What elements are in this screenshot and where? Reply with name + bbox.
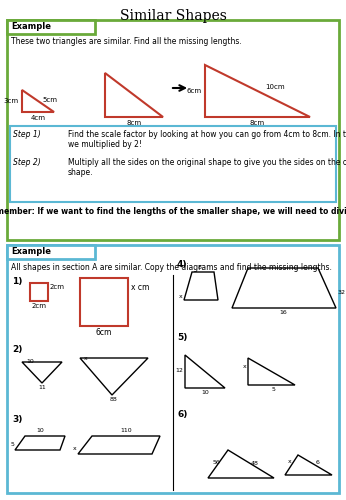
Bar (7, 20, 339, 240)
Text: 6): 6) (177, 410, 188, 419)
Bar (7, 245, 95, 259)
Bar (10, 126, 336, 202)
Text: 10: 10 (201, 390, 209, 395)
Text: Similar Shapes: Similar Shapes (120, 9, 226, 23)
Text: Remember: If we want to find the lengths of the smaller shape, we will need to d: Remember: If we want to find the lengths… (0, 207, 346, 216)
Text: x: x (73, 446, 77, 450)
Bar (30, 283, 48, 301)
Text: Example: Example (11, 247, 51, 256)
Text: Multiply all the sides on the original shape to give you the sides on the other
: Multiply all the sides on the original s… (68, 158, 346, 178)
Text: 8: 8 (198, 265, 202, 270)
Text: 2): 2) (12, 345, 22, 354)
Text: x: x (288, 459, 292, 464)
Text: x cm: x cm (131, 283, 149, 292)
Text: 5cm: 5cm (42, 97, 57, 103)
Text: These two triangles are similar. Find all the missing lengths.: These two triangles are similar. Find al… (11, 37, 242, 46)
Text: 48: 48 (251, 461, 259, 466)
Text: 8cm: 8cm (126, 120, 142, 126)
Text: 1): 1) (12, 277, 22, 286)
Text: 2cm: 2cm (50, 284, 65, 290)
Text: 10: 10 (26, 359, 34, 364)
Text: 2cm: 2cm (31, 303, 46, 309)
Text: 11: 11 (38, 385, 46, 390)
Text: 10: 10 (36, 428, 44, 433)
Text: 56: 56 (212, 460, 220, 465)
Text: 5: 5 (272, 387, 276, 392)
Text: 110: 110 (120, 428, 132, 433)
Text: Find the scale factor by looking at how you can go from 4cm to 8cm. In this case: Find the scale factor by looking at how … (68, 130, 346, 150)
Text: x: x (243, 364, 247, 370)
Text: 6: 6 (316, 460, 320, 465)
Text: All shapes in section A are similar. Copy the diagrams and find the missing leng: All shapes in section A are similar. Cop… (11, 263, 332, 272)
Text: 88: 88 (110, 397, 118, 402)
Text: 5): 5) (177, 333, 188, 342)
Text: 4cm: 4cm (30, 115, 46, 121)
Text: 8cm: 8cm (250, 120, 265, 126)
Text: 6cm: 6cm (96, 328, 112, 337)
Text: x: x (84, 356, 88, 361)
Text: Step 2): Step 2) (13, 158, 41, 167)
Text: 12: 12 (175, 368, 183, 372)
Bar (7, 20, 95, 34)
Text: 10cm: 10cm (265, 84, 285, 90)
Bar (7, 245, 339, 493)
Text: 32: 32 (338, 290, 346, 294)
Text: 6cm: 6cm (187, 88, 202, 94)
Text: 5: 5 (10, 442, 14, 446)
Text: 4): 4) (177, 260, 188, 269)
Bar (80, 278, 128, 326)
Text: 3cm: 3cm (4, 98, 19, 104)
Text: 16: 16 (279, 310, 287, 315)
Text: Step 1): Step 1) (13, 130, 41, 139)
Text: x: x (179, 294, 183, 298)
Text: 3): 3) (12, 415, 22, 424)
Text: Example: Example (11, 22, 51, 31)
